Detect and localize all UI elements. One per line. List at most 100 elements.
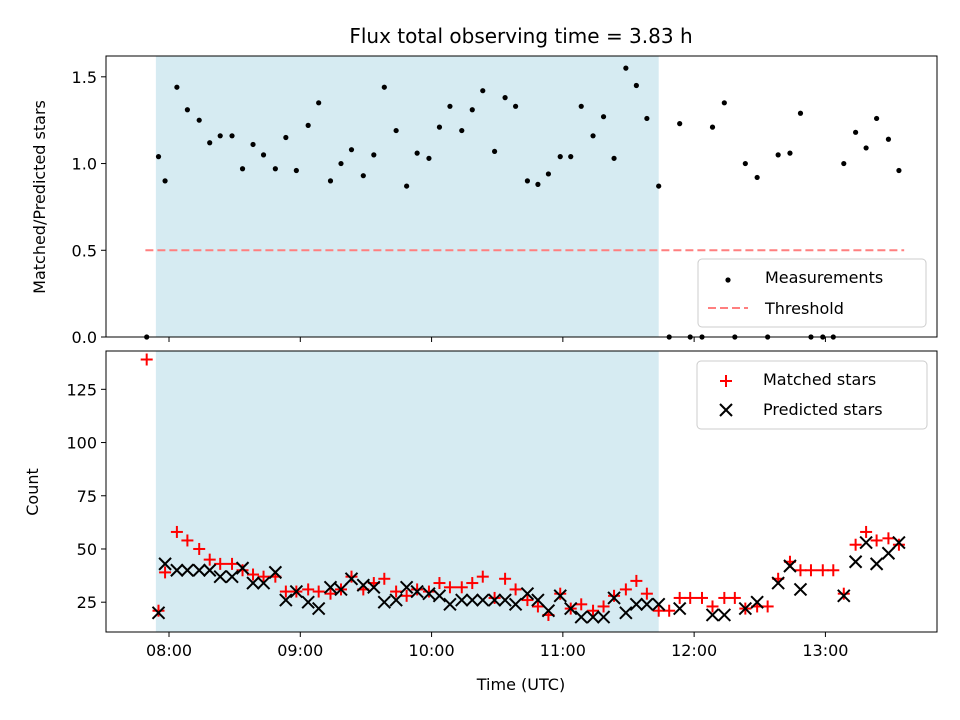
predicted-star-marker [410,584,424,599]
predicted-star-marker [837,589,851,603]
matched-star-marker [400,589,413,602]
matched-star-marker [892,538,905,551]
measurement-point [742,160,748,167]
chart-title: Flux total observing time = 3.83 h [349,24,692,48]
measurement-point [480,88,486,94]
predicted-star-marker [311,601,326,616]
measurement-point [709,124,716,130]
predicted-star-marker [465,593,479,607]
matched-star-marker [499,572,512,585]
bottom-y-tick-label: 100 [66,434,97,453]
matched-star-marker [140,353,153,366]
matched-star-marker [279,585,292,598]
top-y-axis-label: Matched/Predicted stars [30,100,49,294]
measurement-point [316,100,322,106]
legend-predicted-marker [719,403,733,417]
x-tick-label: 13:00 [802,641,848,660]
predicted-star-marker [476,593,490,607]
predicted-star-marker [531,593,545,607]
predicted-star-marker [881,546,896,560]
measurement-point [404,183,410,189]
measurement-point [260,152,267,158]
matched-star-marker [302,583,315,596]
measurement-point [207,140,213,146]
matched-star-marker [827,564,840,577]
matched-star-marker [521,594,534,607]
predicted-star-marker [422,586,436,601]
top-y-tick-label: 1.0 [72,155,97,174]
predicted-star-marker [203,563,217,577]
predicted-star-marker [170,563,184,577]
measurement-point [841,160,847,167]
predicted-star-marker [705,608,720,622]
measurement-point [491,148,498,155]
predicted-star-marker [235,561,250,575]
measurement-point [447,103,453,109]
matched-star-marker [630,574,643,587]
measurement-point [327,178,334,184]
matched-star-marker [673,591,686,604]
measurement-point [568,154,574,160]
measurement-point [239,166,246,172]
matched-star-marker [663,604,676,617]
predicted-star-marker [848,555,863,569]
predicted-star-marker [443,597,457,612]
bottom-legend: Matched stars Predicted stars [696,360,928,430]
matched-star-marker [706,600,719,613]
matched-star-marker [159,566,172,579]
top-y-tick-label: 0.0 [72,328,97,347]
measurement-point [797,110,804,116]
predicted-star-marker [213,569,227,584]
predicted-star-marker [607,591,621,605]
matched-star-marker [170,525,183,538]
measurement-point [469,107,475,113]
predicted-star-marker [399,580,414,595]
measurement-point [229,133,235,139]
predicted-star-marker [672,601,687,616]
matched-star-marker [226,557,239,570]
x-tick-label: 10:00 [409,641,455,660]
predicted-star-marker [859,535,873,550]
predicted-star-marker [389,593,403,607]
matched-star-marker [837,587,850,600]
matched-star-marker [696,591,709,604]
measurement-point [371,152,377,158]
predicted-star-marker [367,580,381,595]
legend-measurements-label: Measurements [765,268,883,287]
matched-star-marker [608,589,621,602]
measurement-point [393,127,399,134]
top-panel: 0.0 0.5 1.0 1.5 Matched/Predicted stars Mea… [30,55,938,347]
predicted-star-marker [651,597,666,612]
predicted-star-marker [323,580,338,595]
measurement-point [557,154,563,160]
predicted-star-marker [301,595,315,609]
matched-star-marker [443,581,456,594]
predicted-star-marker [268,565,283,580]
bottom-y-tick-label: 50 [77,540,97,559]
matched-star-marker [390,585,403,598]
x-tick-label: 12:00 [671,641,717,660]
matched-star-marker [597,600,610,613]
predicted-star-marker [508,597,523,612]
measurement-point [754,174,760,181]
predicted-star-marker [377,595,392,609]
matched-star-marker [531,600,544,613]
predicted-star-marker [256,576,271,590]
measurement-point [162,178,168,184]
top-legend: Measurements Threshold [697,258,927,328]
predicted-star-marker [793,582,808,597]
x-tick-label: 08:00 [146,641,192,660]
measurement-point [250,141,256,148]
measurement-point [623,65,629,71]
x-tick-label: 11:00 [540,641,586,660]
measurement-point [293,167,299,174]
matched-star-marker [575,598,588,611]
measurement-point [644,115,650,122]
matched-star-marker [652,604,665,617]
predicted-star-marker [640,597,654,612]
predicted-star-marker [892,535,906,550]
measurement-point [524,178,531,184]
measurement-point [338,160,344,167]
measurement-point [283,134,289,141]
